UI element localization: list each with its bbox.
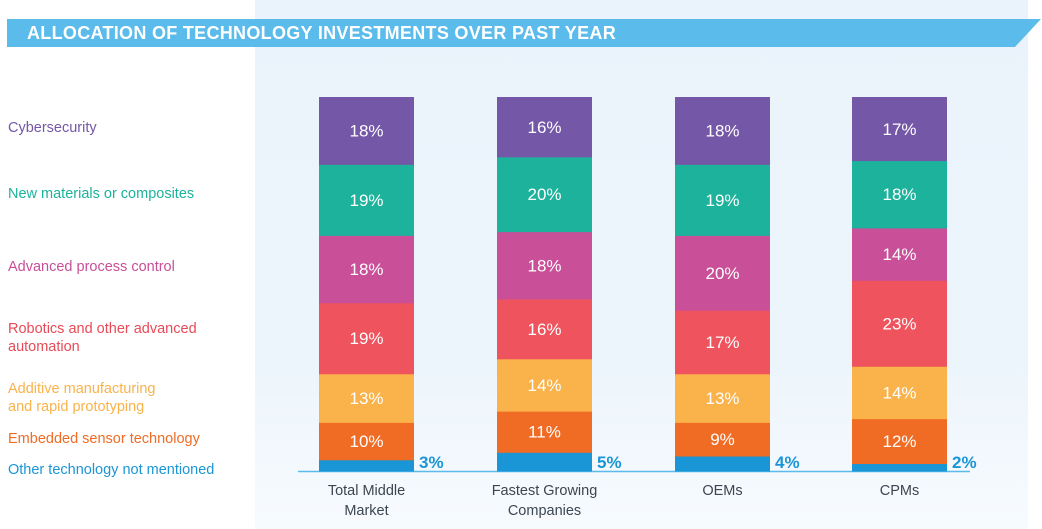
data-label: 14% (882, 383, 916, 402)
data-label: 16% (527, 118, 561, 137)
data-label: 19% (349, 329, 383, 348)
bar-segment (319, 302, 414, 375)
bar-segment (497, 411, 592, 453)
x-tick-label: Fastest Growing Companies (491, 483, 598, 519)
data-label: 10% (349, 432, 383, 451)
data-label: 18% (882, 185, 916, 204)
x-tick-label: CPMs (879, 483, 920, 499)
bar-segment (497, 97, 592, 158)
bar-segment (319, 373, 414, 423)
data-label: 19% (705, 191, 739, 210)
bar-segment (319, 97, 414, 165)
data-label: 18% (349, 122, 383, 141)
data-label: 20% (527, 185, 561, 204)
legend-item: Cybersecurity (8, 120, 97, 136)
data-label: 5% (597, 453, 622, 472)
x-tick-label: OEMs (702, 483, 743, 499)
bar-segment (497, 156, 592, 233)
data-label: 9% (710, 430, 735, 449)
data-label: 12% (882, 432, 916, 451)
title-banner: ALLOCATION OF TECHNOLOGY INVESTMENTS OVE… (7, 19, 1041, 47)
bar-segment (319, 164, 414, 236)
data-label: 23% (882, 314, 916, 333)
legend-item: New materials or composites (8, 186, 195, 202)
data-label: 20% (705, 264, 739, 283)
bar-segment (852, 280, 947, 367)
x-tick-label: Total Middle Market (327, 483, 406, 519)
data-label: 17% (705, 333, 739, 352)
bar-segment (852, 97, 947, 162)
bar-segment (852, 160, 947, 229)
data-label: 2% (952, 453, 977, 472)
data-label: 13% (705, 389, 739, 408)
bar-segment (319, 422, 414, 461)
data-label: 17% (882, 120, 916, 139)
bar-segment (497, 358, 592, 412)
bar-segment (675, 235, 770, 311)
bar-segment (675, 164, 770, 236)
bar-segment (497, 231, 592, 300)
data-label: 18% (527, 256, 561, 275)
bar-segment (675, 422, 770, 457)
bar-segment (319, 459, 414, 472)
data-label: 11% (528, 423, 561, 442)
bar-segment (852, 366, 947, 420)
bar-segment (319, 235, 414, 304)
data-label: 4% (775, 453, 800, 472)
data-label: 14% (527, 376, 561, 395)
bar-segment (675, 310, 770, 375)
bar-segment (675, 97, 770, 165)
bar-segment (497, 452, 592, 472)
legend-item: Advanced process control (8, 259, 175, 275)
data-label: 3% (419, 453, 444, 472)
data-label: 18% (705, 122, 739, 141)
bar-segment (852, 418, 947, 465)
bar-segment (852, 227, 947, 281)
data-label: 18% (349, 260, 383, 279)
legend-item: Other technology not mentioned (8, 462, 215, 478)
chart-title: ALLOCATION OF TECHNOLOGY INVESTMENTS OVE… (27, 23, 617, 43)
legend-item: Robotics and other advanced automation (8, 321, 197, 355)
data-label: 14% (882, 245, 916, 264)
legend-item: Additive manufacturing and rapid prototyp… (8, 381, 156, 415)
data-label: 19% (349, 191, 383, 210)
bar-segment (852, 463, 947, 472)
bar-segment (675, 456, 770, 472)
legend-item: Embedded sensor technology (8, 431, 200, 447)
data-label: 16% (527, 320, 561, 339)
bar-segment (675, 373, 770, 423)
data-label: 13% (349, 389, 383, 408)
bar-segment (497, 298, 592, 360)
